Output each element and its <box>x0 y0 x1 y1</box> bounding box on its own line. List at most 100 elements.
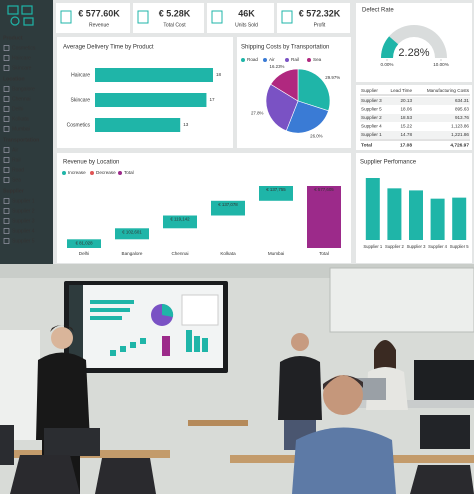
checkbox[interactable] <box>3 228 10 234</box>
checkbox[interactable] <box>3 126 10 132</box>
filter-option: Supplier 1 <box>12 198 35 204</box>
checkbox[interactable] <box>3 157 10 163</box>
filter-option: Supplier 5 <box>12 238 35 244</box>
checkbox[interactable] <box>3 65 10 71</box>
legend-label: Road <box>247 57 258 62</box>
kpi-value: € 577.60K <box>78 8 120 18</box>
checkbox[interactable] <box>3 208 10 214</box>
data-label: 18 <box>216 72 222 77</box>
legend-label: Decrease <box>96 170 116 175</box>
chart-title: Revenue by Location <box>63 160 119 166</box>
data-label: 26.0% <box>310 133 323 138</box>
checkbox[interactable] <box>3 116 10 122</box>
table-header: Supplier <box>361 88 378 93</box>
kpi-icon <box>60 10 72 24</box>
checkbox[interactable] <box>3 147 10 153</box>
chart-title: Defect Rate <box>362 8 394 14</box>
data-label: 13 <box>183 122 189 127</box>
x-tick-label: Delhi <box>79 251 89 256</box>
data-label: € 137,078 <box>218 202 238 207</box>
filter-option: Bangalore <box>12 86 35 92</box>
checkbox[interactable] <box>3 167 10 173</box>
table-row-bg <box>360 114 470 122</box>
table-cell: Supplier 4 <box>361 124 382 129</box>
table-cell: Supplier 2 <box>361 115 382 120</box>
x-tick-label: Supplier 5 <box>450 244 470 249</box>
kpi-label: Profit <box>314 22 326 28</box>
legend-label: Sea <box>313 57 322 62</box>
legend-swatch <box>307 58 311 62</box>
table-header: Lead Time <box>391 88 413 93</box>
chart-title: Supplier Perfomance <box>360 160 417 166</box>
bar <box>307 186 341 248</box>
table-cell: 634.31 <box>455 98 469 103</box>
x-tick-label: Supplier 4 <box>428 244 448 249</box>
x-tick-label: Chennai <box>171 251 188 256</box>
checkbox[interactable] <box>3 198 10 204</box>
bar <box>163 215 197 229</box>
checkbox[interactable] <box>3 96 10 102</box>
checkbox[interactable] <box>3 106 10 112</box>
checkbox[interactable] <box>3 238 10 244</box>
legend-label: Rail <box>291 57 299 62</box>
kpi-value: € 572.32K <box>299 8 341 18</box>
filter-title: Transportation <box>3 137 39 143</box>
filter-option: Sea <box>12 177 21 183</box>
kpi-icon <box>281 10 293 24</box>
x-tick-label: Bangalore <box>122 251 143 256</box>
bar <box>365 178 380 240</box>
data-label: € 577,605 <box>314 187 334 192</box>
x-tick-label: Supplier 1 <box>363 244 383 249</box>
table-cell: 1,221.86 <box>451 132 469 137</box>
data-label: 17 <box>209 97 215 102</box>
legend-label: Air <box>269 57 275 62</box>
filter-option: Mumbai <box>12 126 30 132</box>
data-label: € 137,755 <box>266 187 286 192</box>
data-label: 27.8% <box>251 111 264 116</box>
gauge-value: 2.28% <box>398 47 429 59</box>
filter-option: Kolkata <box>12 116 29 122</box>
x-tick-label: Supplier 2 <box>385 244 405 249</box>
table-cell: Supplier 3 <box>361 98 382 103</box>
filter-title: Location <box>3 76 25 82</box>
table-total: 4,726.97 <box>450 142 469 148</box>
x-tick-label: Total <box>319 251 329 256</box>
checkbox[interactable] <box>3 55 10 61</box>
legend-swatch <box>90 171 94 175</box>
bar <box>95 118 181 132</box>
checkbox[interactable] <box>3 218 10 224</box>
chart-title: Shipping Costs by Transportation <box>241 45 329 51</box>
pie-slice <box>270 68 299 102</box>
table-total: Total <box>361 142 372 148</box>
bar <box>387 188 402 240</box>
kpi-icon <box>211 10 223 24</box>
filter-option: Supplier 2 <box>12 208 35 214</box>
filter-option: Skincare <box>12 65 32 71</box>
data-label: € 81,028 <box>75 240 93 245</box>
x-tick-label: Supplier 3 <box>407 244 427 249</box>
table-cell: 913.76 <box>455 115 469 120</box>
checkbox[interactable] <box>3 86 10 92</box>
table-total: 17.08 <box>400 142 412 148</box>
filter-option: Rail <box>12 157 21 163</box>
data-label: € 119,142 <box>170 217 190 222</box>
filter-option: Cosmetics <box>12 45 36 51</box>
legend-swatch <box>118 171 122 175</box>
bar <box>259 186 293 201</box>
table-cell: 14.78 <box>401 132 413 137</box>
gauge-fill <box>381 36 399 58</box>
table-cell: 20.13 <box>401 98 413 103</box>
filter-option: Delhi <box>12 106 23 112</box>
legend-swatch <box>62 171 66 175</box>
table-cell: Supplier 1 <box>361 132 382 137</box>
filter-option: Supplier 4 <box>12 228 35 234</box>
legend-swatch <box>285 58 289 62</box>
table-cell: 895.63 <box>455 107 469 112</box>
checkbox[interactable] <box>3 177 10 183</box>
bar <box>95 68 213 82</box>
checkbox[interactable] <box>3 45 10 51</box>
kpi-label: Units Sold <box>235 22 258 28</box>
bar <box>115 228 149 240</box>
bar <box>211 200 245 216</box>
y-tick-label: Cosmetics <box>67 122 91 128</box>
